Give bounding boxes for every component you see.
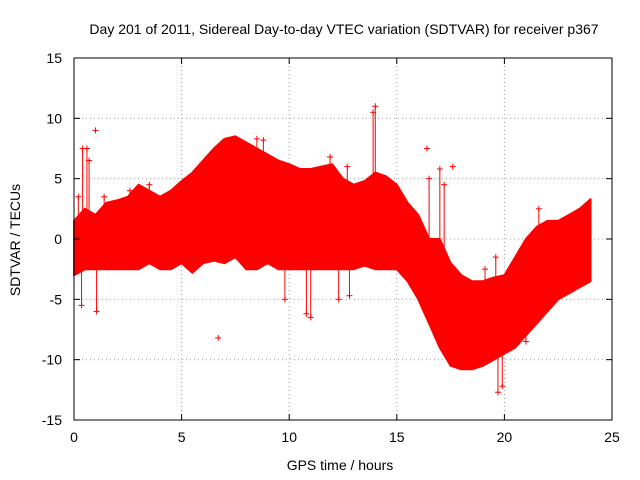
spike-point: [78, 270, 85, 309]
data-band: [73, 135, 592, 371]
spike-point: [303, 269, 310, 317]
spike-point: [253, 135, 260, 149]
spike-point: [92, 127, 99, 134]
axis-ticks: 0 5 10 15 20 25 -15 -10 -5 0 5 10 15: [42, 50, 620, 445]
data-band-envelope: [73, 135, 592, 371]
spike-point: [126, 187, 133, 195]
y-tick-label: -15: [42, 412, 62, 428]
spike-point: [86, 157, 93, 212]
spike-point: [449, 163, 456, 170]
spike-point: [436, 166, 443, 239]
y-tick-label: 15: [46, 50, 62, 66]
spike-point: [441, 181, 448, 249]
spike-point: [522, 335, 529, 345]
x-tick-label: 10: [281, 429, 297, 445]
x-axis-label: GPS time / hours: [287, 457, 394, 473]
spike-point: [215, 334, 222, 341]
spike-markers: [75, 103, 542, 396]
spike-point: [346, 269, 353, 299]
x-tick-label: 25: [604, 429, 620, 445]
spike-point: [281, 269, 288, 303]
x-tick-label: 0: [70, 429, 78, 445]
spike-point: [335, 269, 342, 303]
spike-point: [426, 175, 433, 239]
spike-point: [451, 356, 458, 363]
spike-point: [93, 269, 100, 315]
x-tick-label: 15: [389, 429, 405, 445]
spike-point: [146, 181, 153, 191]
spike-point: [344, 163, 351, 182]
chart-title: Day 201 of 2011, Sidereal Day-to-day VTE…: [89, 21, 598, 37]
spike-point: [83, 145, 90, 211]
spike-point: [327, 153, 334, 165]
spike-point: [372, 103, 379, 173]
y-tick-label: 10: [46, 110, 62, 126]
spike-point: [482, 266, 489, 281]
spike-point: [307, 269, 314, 321]
spike-point: [75, 193, 82, 217]
spike-point: [535, 205, 542, 226]
spike-point: [101, 193, 108, 206]
x-tick-label: 5: [178, 429, 186, 445]
y-tick-label: 5: [54, 171, 62, 187]
y-tick-label: -5: [50, 291, 63, 307]
y-tick-label: 0: [54, 231, 62, 247]
y-axis-label: SDTVAR / TECUs: [7, 184, 23, 296]
spike-point: [492, 254, 499, 278]
spike-point: [494, 357, 501, 396]
spike-point: [499, 354, 506, 390]
x-tick-label: 20: [497, 429, 513, 445]
spike-point: [260, 137, 267, 153]
spike-point: [423, 145, 430, 152]
y-tick-label: -10: [42, 352, 62, 368]
